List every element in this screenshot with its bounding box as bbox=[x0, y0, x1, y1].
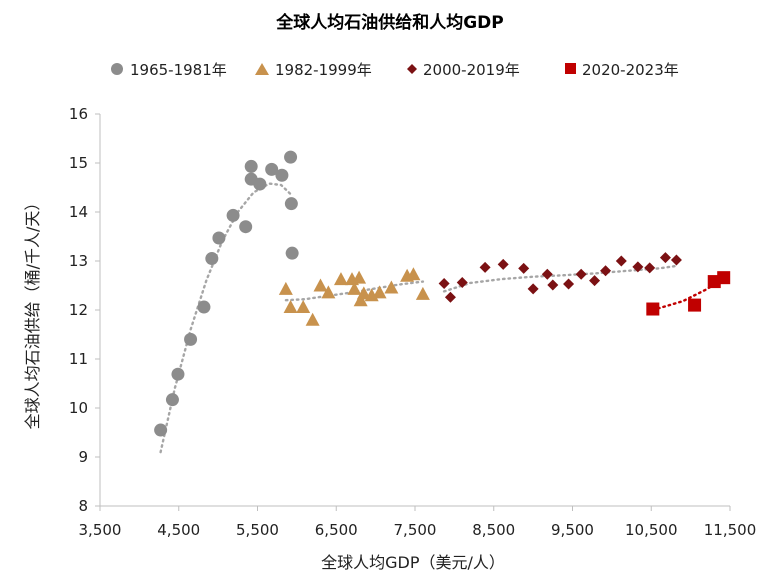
chart-title: 全球人均石油供给和人均GDP bbox=[275, 12, 504, 33]
point-triangle bbox=[406, 267, 421, 281]
point-diamond bbox=[479, 261, 491, 273]
point-diamond bbox=[541, 268, 553, 280]
point-triangle bbox=[372, 285, 387, 299]
point-triangle bbox=[356, 286, 371, 300]
y-tick-label: 12 bbox=[69, 301, 88, 319]
y-tick-label: 8 bbox=[78, 497, 88, 515]
data-points bbox=[154, 150, 731, 437]
point-square bbox=[646, 302, 660, 316]
axes bbox=[99, 114, 730, 507]
x-ticks: 3,500 4,500 5,500 6,500 7,500 8,500 9,500 10,50… bbox=[79, 506, 757, 539]
point-circle bbox=[165, 393, 179, 407]
legend-label-1965-1981: 1965-1981年 bbox=[130, 61, 227, 79]
y-tick-label: 15 bbox=[69, 154, 88, 172]
point-triangle bbox=[353, 293, 368, 307]
point-circle bbox=[197, 300, 211, 314]
point-circle bbox=[275, 168, 289, 182]
point-diamond bbox=[670, 254, 682, 266]
point-square bbox=[688, 298, 702, 312]
point-diamond bbox=[456, 277, 468, 289]
y-tick-label: 11 bbox=[69, 350, 88, 368]
point-circle bbox=[205, 252, 219, 266]
point-diamond bbox=[600, 265, 612, 277]
point-diamond bbox=[632, 261, 644, 273]
point-circle bbox=[265, 162, 279, 176]
point-diamond bbox=[518, 262, 530, 274]
y-tick-label: 14 bbox=[69, 203, 88, 221]
point-triangle bbox=[283, 300, 298, 314]
point-diamond bbox=[644, 262, 656, 274]
point-triangle bbox=[352, 270, 367, 284]
point-triangle bbox=[278, 281, 293, 295]
point-circle bbox=[226, 208, 240, 222]
legend: 1965-1981年 1982-1999年 2000-2019年 2020-20… bbox=[111, 61, 679, 79]
x-tick-label: 10,500 bbox=[625, 521, 678, 539]
y-ticks: 8 9 10 11 12 13 14 15 16 bbox=[69, 105, 100, 515]
legend-marker-2020-2023 bbox=[565, 63, 576, 74]
point-circle bbox=[253, 177, 267, 191]
point-diamond bbox=[659, 252, 671, 264]
point-circle bbox=[154, 423, 168, 437]
x-tick-label: 3,500 bbox=[79, 521, 122, 539]
point-circle bbox=[184, 332, 198, 346]
x-tick-label: 5,500 bbox=[236, 521, 279, 539]
point-circle bbox=[285, 246, 299, 260]
point-diamond bbox=[615, 255, 627, 267]
point-diamond bbox=[497, 258, 509, 270]
point-diamond bbox=[444, 291, 456, 303]
point-diamond bbox=[575, 268, 587, 280]
point-diamond bbox=[438, 278, 450, 290]
y-tick-label: 13 bbox=[69, 252, 88, 270]
point-diamond bbox=[547, 279, 559, 291]
point-diamond bbox=[589, 275, 601, 287]
point-diamond bbox=[563, 278, 575, 290]
point-circle bbox=[212, 231, 226, 245]
point-circle bbox=[171, 367, 185, 381]
point-circle bbox=[284, 150, 298, 164]
point-triangle bbox=[321, 285, 336, 299]
legend-marker-1982-1999 bbox=[255, 63, 269, 75]
x-tick-label: 9,500 bbox=[551, 521, 594, 539]
legend-marker-1965-1981 bbox=[111, 63, 123, 75]
trend-line-series-0 bbox=[159, 182, 293, 454]
y-axis-title: 全球人均石油供给（桶/千人/天） bbox=[23, 195, 42, 430]
point-triangle bbox=[347, 281, 362, 295]
point-circle bbox=[244, 159, 258, 173]
point-triangle bbox=[415, 286, 430, 300]
point-triangle bbox=[296, 300, 311, 314]
y-tick-label: 16 bbox=[69, 105, 88, 123]
x-tick-label: 6,500 bbox=[315, 521, 358, 539]
legend-label-2000-2019: 2000-2019年 bbox=[423, 61, 520, 79]
point-circle bbox=[284, 197, 298, 211]
legend-label-2020-2023: 2020-2023年 bbox=[582, 61, 679, 79]
x-tick-label: 7,500 bbox=[394, 521, 437, 539]
trend-line-series-2 bbox=[442, 264, 678, 293]
point-triangle bbox=[384, 280, 399, 294]
x-axis-title: 全球人均GDP（美元/人） bbox=[321, 553, 505, 572]
y-tick-label: 9 bbox=[78, 448, 88, 466]
legend-label-1982-1999: 1982-1999年 bbox=[275, 61, 372, 79]
x-tick-label: 11,500 bbox=[704, 521, 757, 539]
point-triangle bbox=[333, 272, 348, 286]
point-diamond bbox=[527, 283, 539, 295]
point-circle bbox=[239, 220, 253, 234]
x-tick-label: 4,500 bbox=[157, 521, 200, 539]
legend-marker-2000-2019 bbox=[407, 64, 417, 74]
y-tick-label: 10 bbox=[69, 399, 88, 417]
point-triangle bbox=[305, 312, 320, 326]
point-triangle bbox=[313, 278, 328, 292]
point-square bbox=[717, 271, 731, 285]
x-tick-label: 8,500 bbox=[472, 521, 515, 539]
